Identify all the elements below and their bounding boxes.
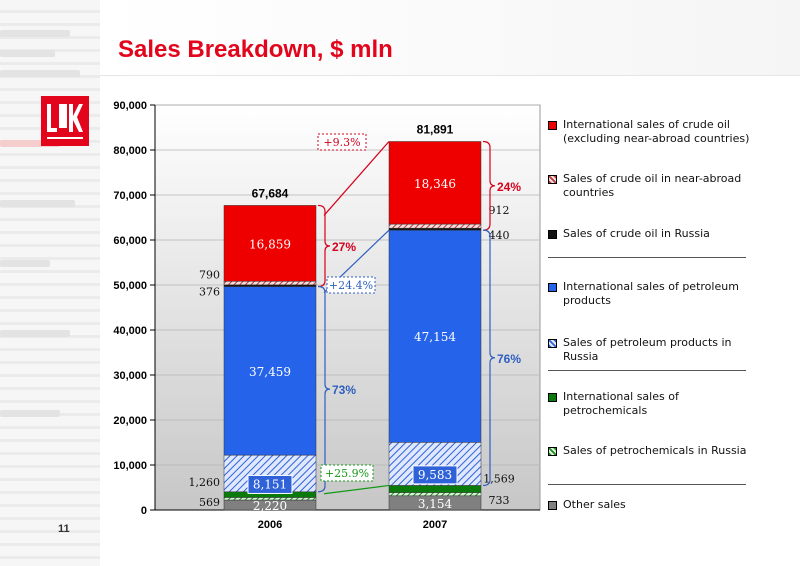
data-label: 37,459 [249, 365, 291, 379]
share-brace [317, 204, 331, 288]
legend-label: International sales of petroleum product… [563, 280, 739, 307]
data-label: 790 [199, 268, 220, 281]
decorative-stripe [0, 50, 55, 57]
bars [223, 141, 482, 511]
share-brace [482, 140, 496, 231]
legend-label: International sales of crude oil (exclud… [563, 118, 750, 145]
decorative-stripe [0, 330, 70, 337]
legend-swatch [548, 393, 557, 402]
data-label: 16,859 [249, 237, 291, 251]
y-tick-label: 90,000 [113, 100, 147, 112]
growth-label-box [317, 133, 367, 151]
header-band [100, 0, 800, 76]
data-label: 3,154 [418, 497, 453, 511]
data-label: 1,569 [483, 472, 515, 485]
data-label: 1,260 [189, 476, 221, 489]
data-label-box [412, 465, 458, 485]
legend-label: International sales of petrochemicals [563, 390, 679, 417]
bar-segment [388, 223, 482, 229]
legend-swatch [548, 230, 557, 239]
bar-segment [388, 141, 482, 225]
bar-segment [388, 485, 482, 493]
growth-label-box [326, 276, 376, 294]
total-label: 67,684 [252, 186, 289, 200]
y-tick-label: 80,000 [113, 145, 147, 157]
y-tick-label: 0 [141, 505, 147, 517]
share-brace [482, 229, 496, 487]
y-tick-label: 60,000 [113, 235, 147, 247]
decorative-stripe [0, 70, 80, 77]
legend-swatch [548, 339, 557, 348]
legend-label: Sales of petrochemicals in Russia [563, 444, 747, 457]
legend-swatch [548, 447, 557, 456]
bar-segment [388, 492, 482, 497]
legend-separator [548, 257, 746, 258]
legend-label: Sales of crude oil in near-abroad countr… [563, 172, 742, 199]
data-label: 2,220 [253, 499, 287, 513]
legend-swatch [548, 121, 557, 130]
share-label: 76% [497, 352, 521, 366]
data-label: 569 [199, 496, 220, 509]
share-label: 24% [497, 180, 521, 194]
growth-line [323, 484, 390, 495]
slide-title: Sales Breakdown, $ mln [118, 36, 393, 63]
legend-label: Other sales [563, 498, 626, 511]
data-label: 47,154 [414, 330, 456, 344]
data-label: 912 [489, 204, 510, 217]
legend-separator [548, 484, 746, 485]
growth-label-box [320, 464, 374, 482]
company-logo [41, 96, 89, 146]
bar-segment [223, 281, 317, 286]
growth-label: +24.4% [329, 279, 373, 292]
data-label: 9,583 [418, 468, 452, 482]
decorative-stripe [0, 30, 70, 37]
share-label: 27% [332, 240, 356, 254]
page-number: 11 [58, 523, 70, 535]
legend-swatch [548, 283, 557, 292]
stacked-bar-chart: 0 10,000 20,000 30,000 40,000 50,000 60,000 70,… [113, 100, 541, 531]
growth-line [323, 141, 390, 216]
decorative-stripe [0, 140, 60, 147]
bar-segment [388, 229, 482, 443]
decorative-stripe [0, 410, 60, 417]
legend-separator [548, 370, 746, 371]
data-label: 8,151 [253, 477, 287, 491]
bar-segment [388, 227, 482, 231]
y-tick-label: 40,000 [113, 325, 147, 337]
legend-swatch [548, 501, 557, 510]
data-label: 376 [199, 286, 220, 299]
data-label-box [247, 474, 293, 494]
share-brace [317, 285, 331, 493]
bar-segment [223, 205, 317, 282]
y-tick-label: 70,000 [113, 190, 147, 202]
annotations: 2,220 8,151 37,459 16,859 790 376 1,260 569 67,6… [189, 122, 522, 531]
y-tick-label: 30,000 [113, 370, 147, 382]
decorative-stripe [0, 260, 50, 267]
x-tick-label: 2007 [423, 519, 447, 531]
legend-swatch [548, 175, 557, 184]
total-label: 81,891 [417, 122, 454, 136]
logo-mark [47, 104, 83, 132]
x-tick-label: 2006 [258, 519, 282, 531]
growth-label: +25.9% [325, 467, 369, 480]
bar-segment [223, 284, 317, 287]
chart-area: 0 10,000 20,000 30,000 40,000 50,000 60,000 70,… [95, 95, 545, 535]
y-tick-label: 10,000 [113, 460, 147, 472]
data-label: 733 [489, 494, 510, 507]
plot-background [154, 104, 541, 511]
axes: 0 10,000 20,000 30,000 40,000 50,000 60,000 70,… [113, 100, 540, 517]
legend-label: Sales of crude oil in Russia [563, 227, 710, 240]
data-label: 18,346 [414, 177, 456, 191]
y-tick-label: 50,000 [113, 280, 147, 292]
decorative-left-strip [0, 0, 100, 566]
growth-label: +9.3% [323, 136, 360, 149]
y-tick-label: 20,000 [113, 415, 147, 427]
share-label: 73% [332, 383, 356, 397]
bar-segment [223, 286, 317, 456]
decorative-stripe [0, 200, 75, 207]
data-label: 440 [489, 229, 510, 242]
legend-label: Sales of petroleum products in Russia [563, 336, 732, 363]
